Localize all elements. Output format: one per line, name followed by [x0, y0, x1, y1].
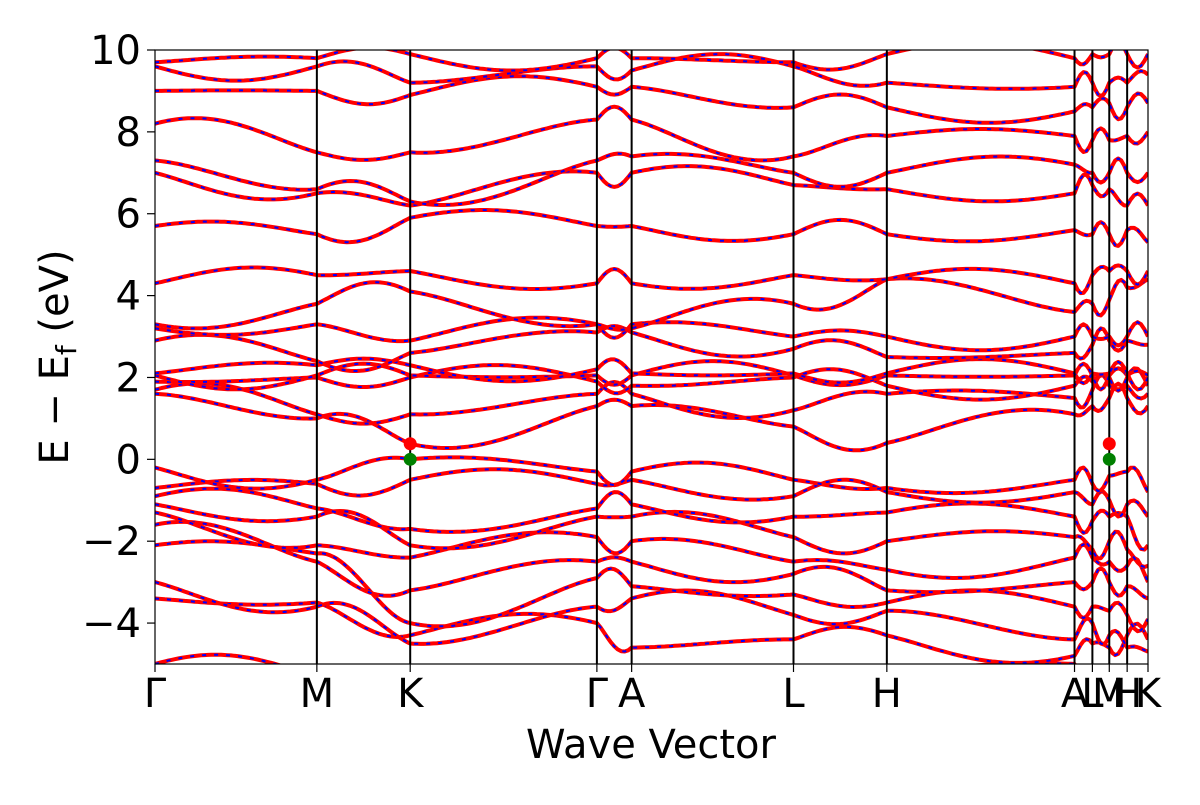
band-edge-markers — [403, 437, 1116, 466]
x-tick-label-3: Γ — [586, 671, 609, 717]
band-6-spin-down — [155, 503, 1148, 569]
y-axis-label-sub: f — [50, 344, 83, 355]
band-9-spin-down — [155, 456, 1148, 495]
x-tick-label-8: L — [1081, 671, 1104, 717]
band-17-spin-down — [155, 277, 1148, 331]
y-axis-ticks: −4 −2 0 2 4 6 8 10 — [82, 28, 155, 647]
y-tick-label-4: 4 — [116, 274, 141, 320]
band-23-spin-down — [155, 75, 1148, 124]
band-23-spin-up — [155, 74, 1148, 125]
cbm-marker-2 — [1102, 437, 1116, 451]
bands-layer — [155, 50, 1148, 664]
band-4-spin-up — [155, 519, 1148, 601]
band-12-spin-up — [155, 363, 1148, 402]
band-15-spin-down — [155, 325, 1148, 372]
band-22-spin-down — [155, 105, 1148, 162]
band-5-spin-down — [155, 511, 1148, 583]
band-18-spin-down — [155, 264, 1148, 295]
x-tick-label-9: M — [1092, 671, 1127, 717]
y-tick-label-7: 10 — [90, 28, 141, 74]
vbm-marker-3 — [1102, 452, 1116, 466]
vbm-marker-1 — [403, 452, 417, 466]
band-22-spin-up — [155, 104, 1148, 163]
y-tick-label-2: 0 — [116, 437, 141, 483]
plot-frame — [154, 49, 1149, 665]
band-7-spin-down — [155, 487, 1148, 551]
band-19-spin-up — [155, 208, 1148, 248]
band-9-spin-up — [155, 455, 1148, 496]
band-25-spin-up — [155, 50, 1148, 73]
y-tick-label-6: 8 — [116, 110, 141, 156]
kpoint-lines — [315, 50, 1129, 664]
y-tick-label-3: 2 — [116, 355, 141, 401]
band-11-spin-down — [155, 373, 1148, 425]
band-18-spin-up — [155, 263, 1148, 296]
band-3-spin-up — [155, 539, 1148, 634]
band-21-spin-down — [155, 152, 1148, 206]
x-tick-label-7: A — [1061, 671, 1089, 717]
y-tick-label-5: 6 — [116, 192, 141, 238]
y-axis-label: E − Ef (eV) — [32, 249, 83, 464]
band-20-spin-down — [155, 165, 1148, 207]
x-tick-label-5: L — [782, 671, 805, 717]
band-1-spin-down — [155, 597, 1148, 664]
band-13-spin-down — [155, 360, 1148, 391]
x-tick-label-1: M — [300, 671, 335, 717]
x-axis-label: Wave Vector — [526, 722, 777, 768]
x-tick-label-11: K — [1135, 671, 1163, 717]
band-20-spin-up — [155, 164, 1148, 208]
x-tick-label-4: A — [618, 671, 646, 717]
band-8-spin-up — [155, 467, 1148, 519]
x-tick-label-6: H — [872, 671, 902, 717]
band-2-spin-down — [155, 581, 1148, 653]
x-tick-label-2: K — [397, 671, 425, 717]
band-24-spin-down — [155, 53, 1148, 98]
y-tick-label-1: −2 — [82, 519, 141, 565]
cbm-marker-0 — [403, 437, 417, 451]
band-5-spin-up — [155, 510, 1148, 583]
y-tick-label-0: −4 — [82, 601, 141, 647]
x-tick-label-10: H — [1112, 671, 1142, 717]
x-tick-label-0: Γ — [144, 671, 167, 717]
y-axis-label-unit: (eV) — [32, 249, 78, 345]
y-axis-label-main: E − E — [32, 355, 78, 465]
